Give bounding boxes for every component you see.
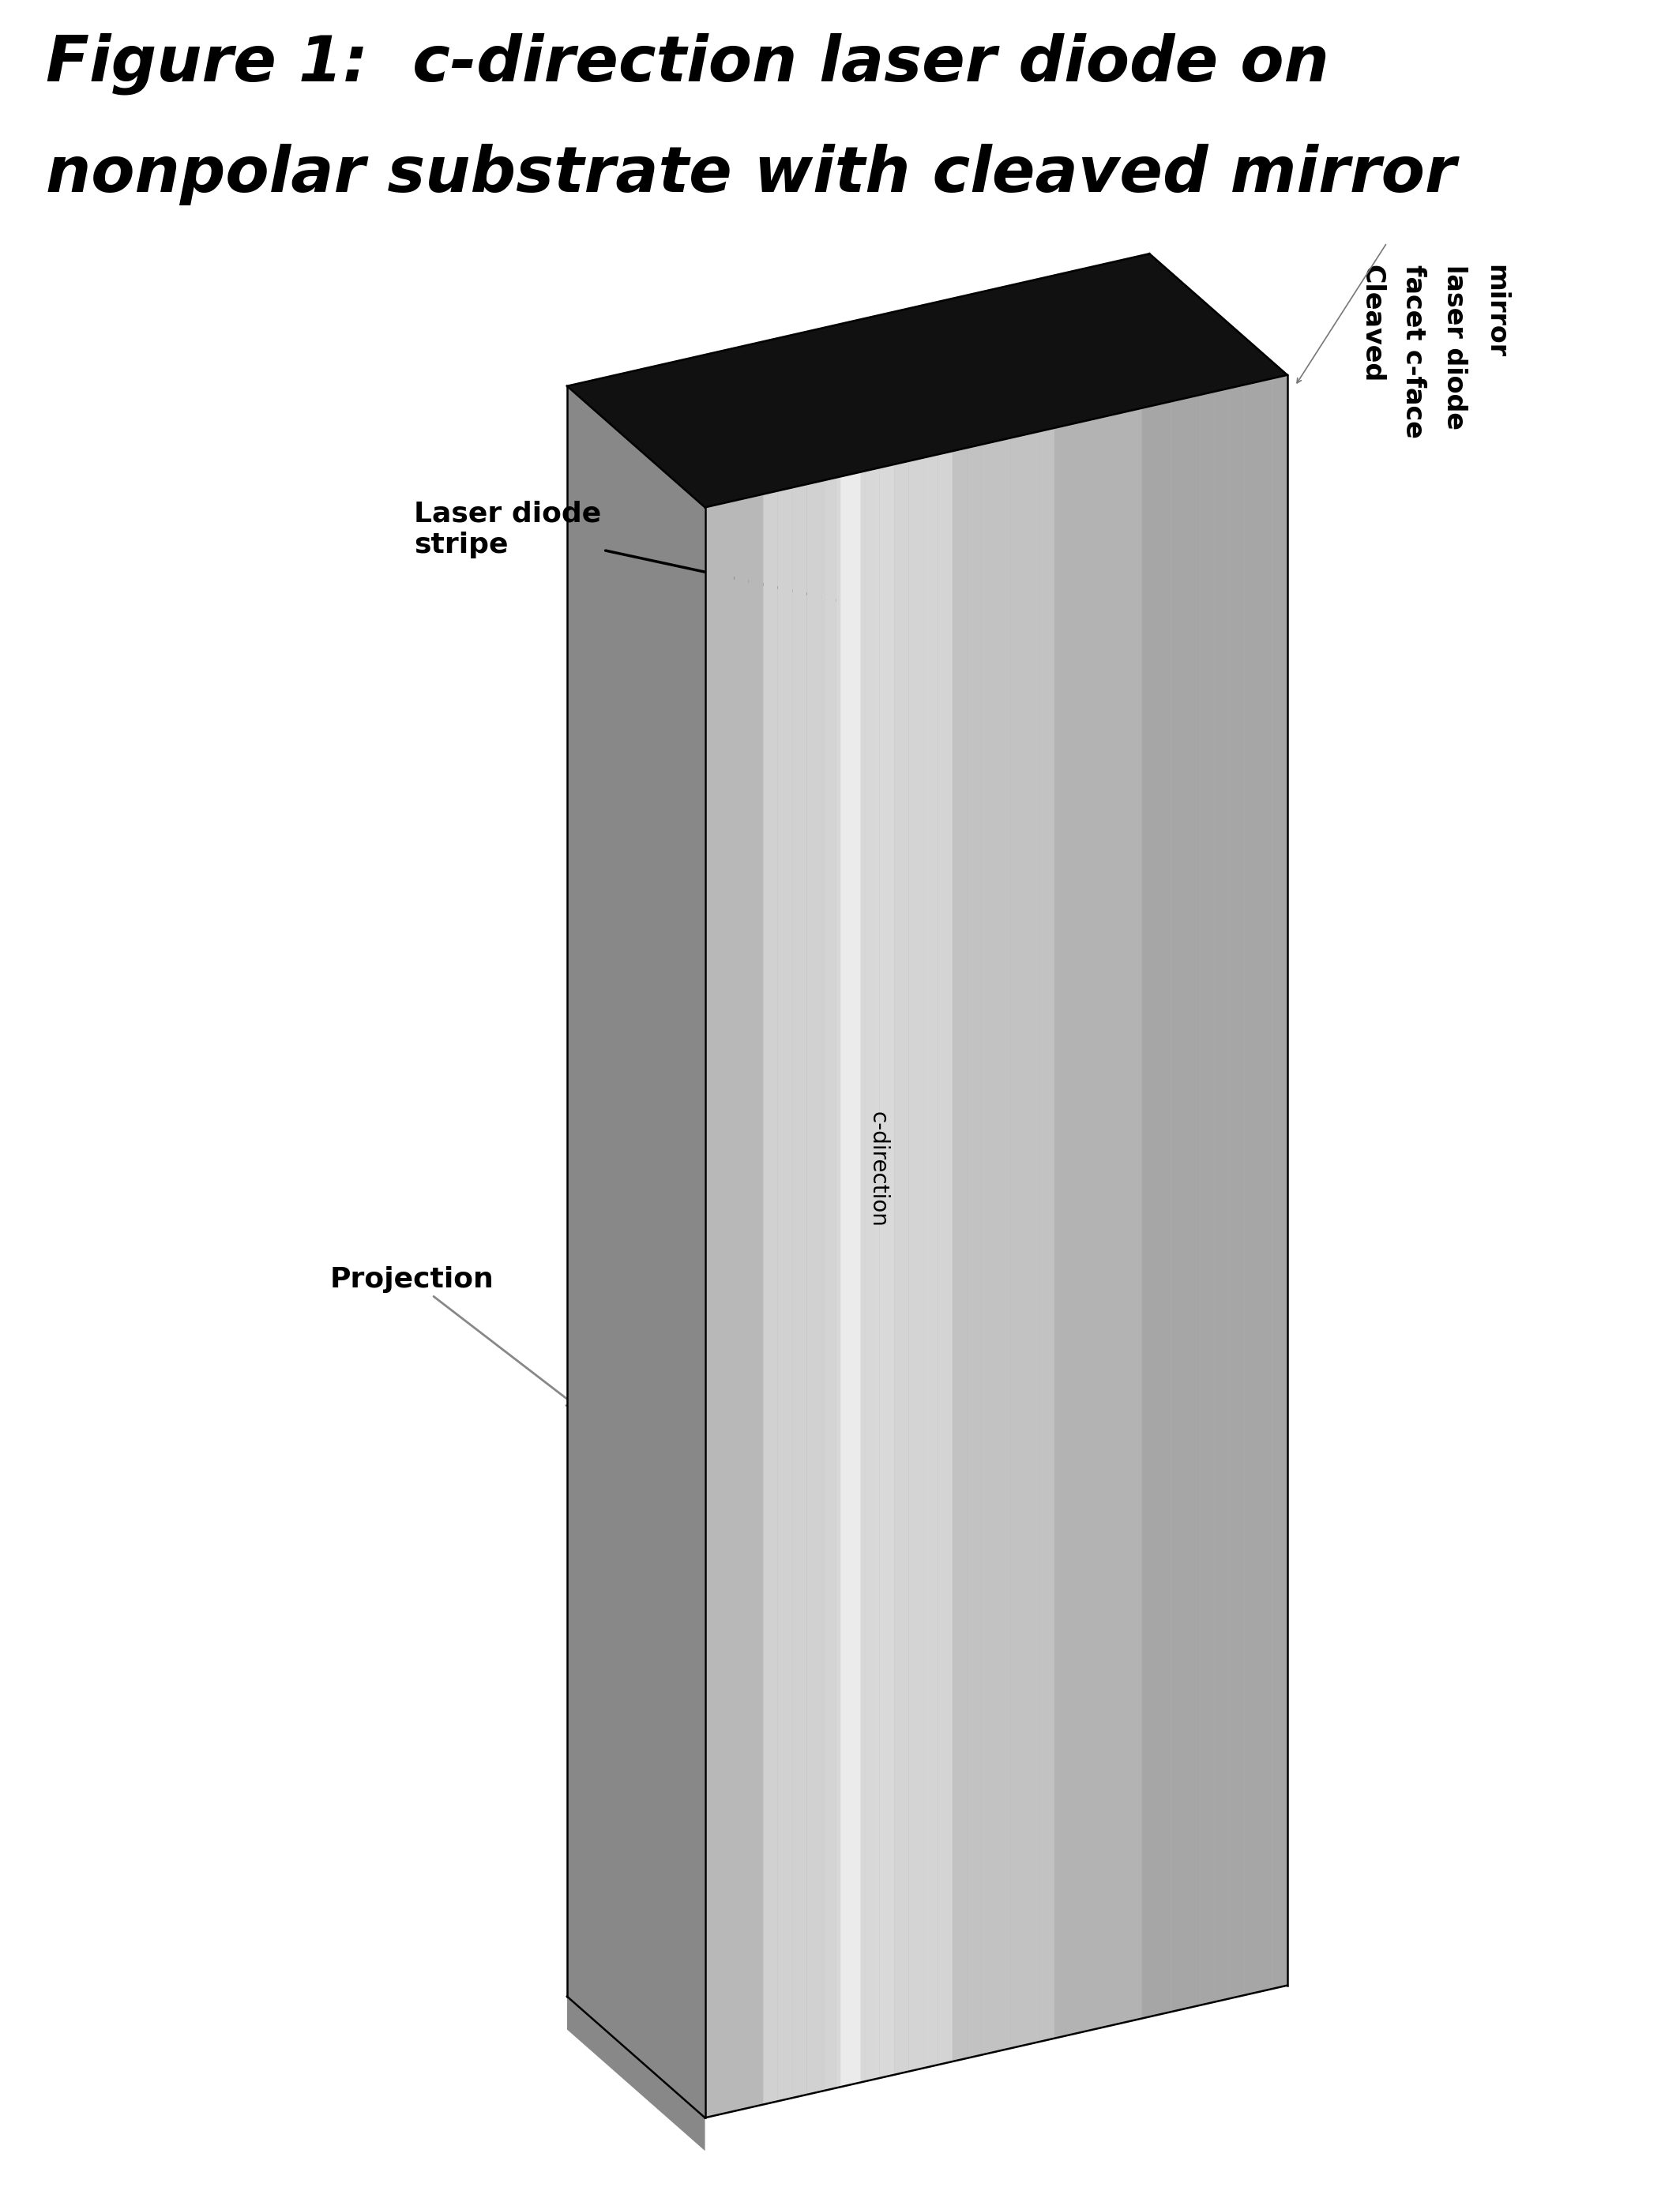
Polygon shape xyxy=(822,479,837,2091)
Polygon shape xyxy=(937,452,953,2065)
Text: Laser diode
stripe: Laser diode stripe xyxy=(413,501,860,609)
Polygon shape xyxy=(1243,382,1258,1994)
Polygon shape xyxy=(719,501,734,2113)
Text: facet c-face: facet c-face xyxy=(1399,265,1426,439)
Text: mirror: mirror xyxy=(1483,265,1509,357)
Polygon shape xyxy=(1025,432,1040,2045)
Polygon shape xyxy=(837,474,850,2087)
Polygon shape xyxy=(1142,406,1156,2018)
Polygon shape xyxy=(568,386,706,2118)
Polygon shape xyxy=(981,441,996,2056)
Polygon shape xyxy=(1112,413,1127,2025)
Polygon shape xyxy=(734,499,749,2111)
Polygon shape xyxy=(706,505,719,2118)
Polygon shape xyxy=(763,492,778,2105)
Polygon shape xyxy=(865,468,880,2082)
Polygon shape xyxy=(778,488,793,2100)
Polygon shape xyxy=(924,454,937,2069)
Polygon shape xyxy=(840,472,860,2087)
Polygon shape xyxy=(1258,379,1273,1992)
Text: c-direction: c-direction xyxy=(867,1112,889,1227)
Text: Figure 1:  c-direction laser diode on: Figure 1: c-direction laser diode on xyxy=(45,33,1329,95)
Polygon shape xyxy=(1186,395,1200,2007)
Polygon shape xyxy=(1068,421,1084,2034)
Polygon shape xyxy=(894,461,909,2074)
Polygon shape xyxy=(850,472,865,2085)
Polygon shape xyxy=(568,254,1287,507)
Polygon shape xyxy=(793,485,806,2098)
Text: laser diode: laser diode xyxy=(1441,265,1467,430)
Polygon shape xyxy=(706,375,1287,2118)
Text: Projection: Projection xyxy=(329,1266,578,1407)
Polygon shape xyxy=(880,465,894,2078)
Polygon shape xyxy=(1040,428,1055,2043)
Polygon shape xyxy=(1230,386,1243,1999)
Text: Cleaved: Cleaved xyxy=(1359,265,1384,382)
Polygon shape xyxy=(1011,435,1025,2047)
Polygon shape xyxy=(806,481,822,2096)
Polygon shape xyxy=(909,459,924,2071)
Polygon shape xyxy=(1127,408,1142,2021)
Polygon shape xyxy=(1156,401,1171,2016)
Polygon shape xyxy=(1215,388,1230,2003)
Polygon shape xyxy=(1273,375,1287,1990)
Polygon shape xyxy=(1099,415,1112,2030)
Polygon shape xyxy=(825,468,875,2091)
Polygon shape xyxy=(749,494,763,2109)
Polygon shape xyxy=(953,448,968,2060)
Polygon shape xyxy=(1084,419,1099,2032)
Polygon shape xyxy=(996,439,1011,2052)
Polygon shape xyxy=(1171,399,1186,2012)
Polygon shape xyxy=(568,1996,706,2151)
Polygon shape xyxy=(1200,393,1215,2005)
Polygon shape xyxy=(1055,426,1068,2038)
Polygon shape xyxy=(968,446,981,2058)
Text: nonpolar substrate with cleaved mirror: nonpolar substrate with cleaved mirror xyxy=(45,143,1457,205)
